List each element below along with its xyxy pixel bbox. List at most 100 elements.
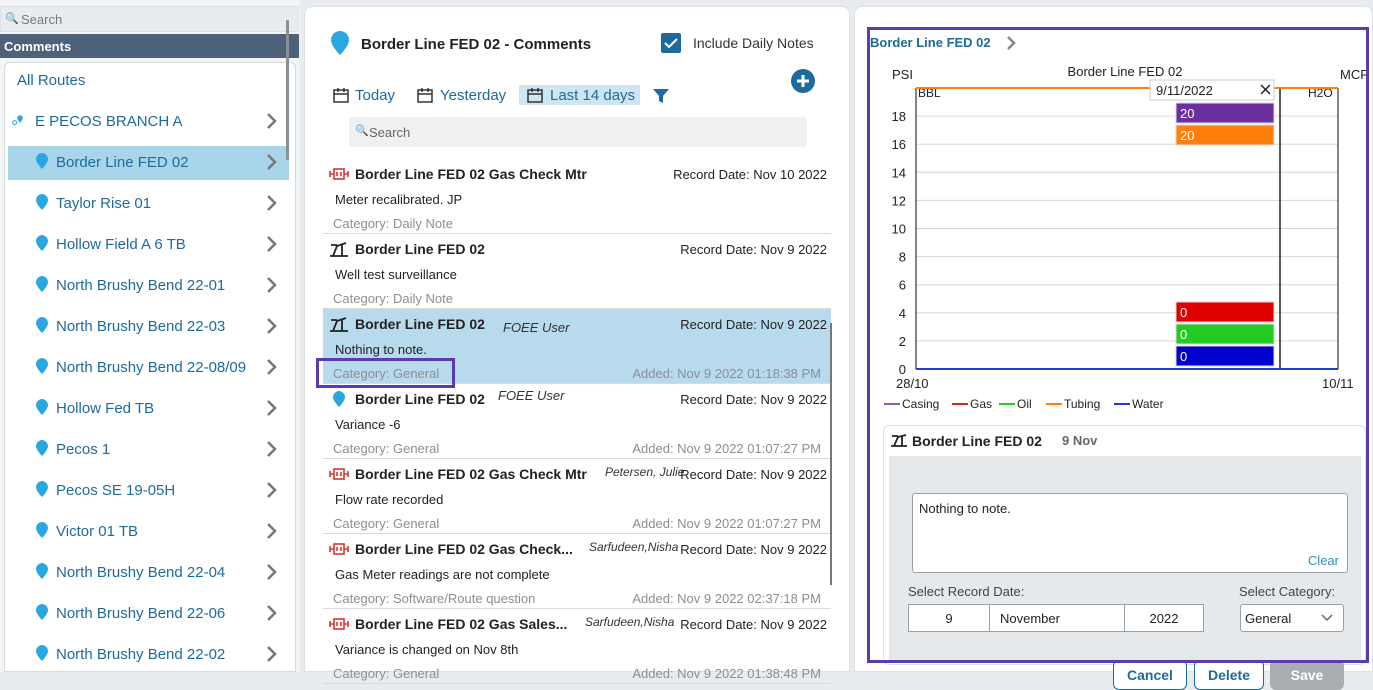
- chevron-right-icon: [267, 195, 277, 211]
- comment-row[interactable]: Border Line FED 02 Gas Check... Sarfudeen…: [323, 534, 831, 609]
- comment-category: Category: General: [333, 441, 440, 456]
- route-label: North Brushy Bend 22-08/09: [56, 359, 247, 376]
- y-tick-label: 16: [892, 137, 906, 152]
- y-tick-label: 10: [892, 222, 906, 237]
- y-tick-label: 4: [899, 306, 906, 321]
- x-tick-label: 10/11: [1322, 376, 1354, 391]
- yesterday-filter[interactable]: Yesterday: [440, 87, 507, 104]
- route-item[interactable]: North Brushy Bend 22-01: [8, 269, 289, 303]
- chevron-right-icon: [267, 400, 277, 416]
- route-search-input[interactable]: 🔍 Search: [0, 6, 299, 32]
- delete-button[interactable]: Delete: [1194, 660, 1264, 690]
- year-field[interactable]: 2022: [1124, 604, 1204, 632]
- search-icon: 🔍: [355, 125, 369, 137]
- route-item[interactable]: North Brushy Bend 22-02: [8, 638, 289, 671]
- record-date: Record Date: Nov 10 2022: [673, 167, 827, 182]
- route-label: North Brushy Bend 22-02: [56, 646, 226, 663]
- trend-chart: Border Line FED 02 PSI BBL MCF H2O 0 2 4 6 8 10 12 1…: [884, 64, 1367, 411]
- pumpjack-icon: [891, 434, 907, 447]
- chevron-right-icon: [267, 113, 277, 129]
- route-label: North Brushy Bend 22-04: [56, 564, 226, 581]
- editor-body: Nothing to note. Clear Select Record Dat…: [889, 456, 1361, 690]
- search-icon: 🔍: [5, 13, 19, 25]
- add-comment-icon[interactable]: [791, 69, 815, 93]
- chevron-right-icon: [267, 154, 277, 170]
- save-button[interactable]: Save: [1270, 660, 1344, 690]
- route-label: Hollow Fed TB: [56, 400, 155, 417]
- breadcrumb[interactable]: Border Line FED 02: [870, 35, 1016, 50]
- routes-panel: 🔍 Search Comments All Routes E PECOS BRAN…: [0, 0, 300, 672]
- route-item[interactable]: All Routes: [8, 64, 289, 98]
- tooltip-date-box: [1149, 79, 1275, 101]
- route-label: Pecos 1: [56, 441, 111, 458]
- route-item[interactable]: Pecos 1: [8, 433, 289, 467]
- location-pin-icon: [36, 235, 48, 251]
- comment-user: FOEE User: [503, 320, 570, 335]
- route-item[interactable]: E PECOS BRANCH A: [8, 105, 289, 139]
- record-date: Record Date: Nov 9 2022: [680, 392, 827, 407]
- route-item[interactable]: Victor 01 TB: [8, 515, 289, 549]
- comment-row[interactable]: Border Line FED 02 Gas Sales... Sarfudeen…: [323, 609, 831, 684]
- comment-title: Border Line FED 02: [355, 316, 485, 332]
- location-pin-icon: [36, 276, 48, 292]
- comment-row[interactable]: Border Line FED 02 FOEE User Record Date: …: [323, 384, 831, 459]
- route-item[interactable]: Hollow Fed TB: [8, 392, 289, 426]
- y-tick-label: 18: [892, 109, 906, 124]
- include-daily-label: Include Daily Notes: [693, 35, 814, 51]
- chevron-right-icon: [267, 482, 277, 498]
- clear-button[interactable]: Clear: [1307, 553, 1339, 568]
- cancel-button[interactable]: Cancel: [1113, 660, 1187, 690]
- tooltip-value: 0: [1180, 305, 1187, 320]
- route-item[interactable]: Taylor Rise 01: [8, 187, 289, 221]
- comment-user: Petersen, Julie: [605, 465, 685, 479]
- y-tick-label: 14: [892, 165, 906, 180]
- x-tick-label: 28/10: [896, 376, 929, 391]
- filter-icon[interactable]: [653, 88, 669, 104]
- close-icon[interactable]: [1260, 84, 1271, 95]
- comment-user: Sarfudeen,Nisha: [589, 540, 679, 554]
- include-daily-checkbox[interactable]: [661, 33, 681, 53]
- legend-label: Oil: [1017, 397, 1032, 411]
- route-list-scrollbar[interactable]: [286, 20, 289, 160]
- comment-text: Variance -6: [335, 417, 401, 432]
- route-item[interactable]: North Brushy Bend 22-06: [8, 597, 289, 631]
- month-field[interactable]: November: [989, 604, 1125, 632]
- location-pin-icon: [36, 153, 48, 169]
- route-item[interactable]: North Brushy Bend 22-03: [8, 310, 289, 344]
- added-timestamp: Added: Nov 9 2022 01:07:27 PM: [632, 441, 821, 456]
- route-item[interactable]: Hollow Field A 6 TB: [8, 228, 289, 262]
- last-14-days-label[interactable]: Last 14 days: [550, 87, 636, 104]
- today-filter[interactable]: Today: [355, 87, 396, 104]
- comment-row[interactable]: Border Line FED 02 Gas Check Mtr Petersen…: [323, 459, 831, 534]
- comment-row[interactable]: Border Line FED 02 FOEE User Record Date: …: [323, 309, 831, 384]
- category-value: General: [1245, 611, 1292, 626]
- comment-search-placeholder: Search: [369, 125, 411, 140]
- y-right-sub-label: H2O: [1308, 86, 1333, 100]
- chevron-right-icon: [267, 523, 277, 539]
- day-field[interactable]: 9: [908, 604, 990, 632]
- location-pin-icon: [36, 317, 48, 333]
- route-item[interactable]: North Brushy Bend 22-08/09: [8, 351, 289, 385]
- category-select[interactable]: General: [1240, 604, 1344, 632]
- location-pin-icon: [36, 604, 48, 620]
- chevron-right-icon: [267, 318, 277, 334]
- comments-header: Comments: [0, 34, 299, 58]
- comment-list-scrollbar[interactable]: [830, 323, 832, 585]
- comment-row[interactable]: Border Line FED 02 Record Date: Nov 9 202…: [323, 234, 831, 309]
- y-left-sub-label: BBL: [918, 86, 941, 100]
- route-item[interactable]: Border Line FED 02: [8, 146, 289, 180]
- location-pin-icon: [36, 399, 48, 415]
- note-textarea[interactable]: Nothing to note. Clear: [912, 493, 1348, 573]
- chevron-right-icon: [267, 646, 277, 662]
- route-item[interactable]: North Brushy Bend 22-04: [8, 556, 289, 590]
- y-left-label: PSI: [892, 67, 913, 82]
- added-timestamp: Added: Nov 9 2022 01:07:27 PM: [632, 516, 821, 531]
- route-label: Taylor Rise 01: [56, 195, 152, 212]
- gas-meter-icon: [329, 168, 349, 180]
- last-14-days-filter-active[interactable]: [519, 85, 640, 105]
- route-label: All Routes: [17, 72, 86, 89]
- route-item[interactable]: Pecos SE 19-05H: [8, 474, 289, 508]
- comment-search-input[interactable]: 🔍 Search: [349, 117, 807, 147]
- comment-row[interactable]: Border Line FED 02 Gas Check Mtr Record D…: [323, 159, 831, 234]
- location-pin-icon: [333, 391, 345, 407]
